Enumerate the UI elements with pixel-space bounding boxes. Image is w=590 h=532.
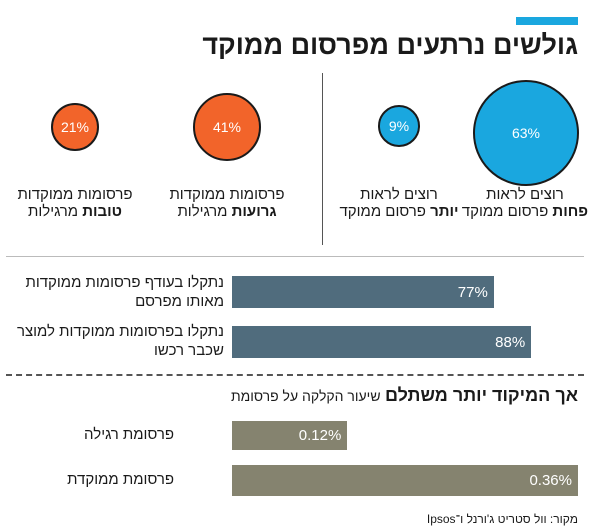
- chart-title: גולשים נרתעים מפרסום ממוקד: [202, 30, 578, 60]
- bubble-want-more: 9%: [378, 105, 420, 147]
- bar-value-label: 77%: [457, 283, 488, 301]
- dashed-divider: [6, 374, 584, 376]
- bar-value-label: 0.36%: [529, 472, 572, 489]
- lower-bar-1: 0.12%: [232, 421, 348, 450]
- bubble-want-less: 63%: [473, 80, 579, 186]
- upper-bar-2: 88%: [232, 326, 532, 358]
- bubble-value: 21%: [60, 119, 90, 135]
- bubble-better: 21%: [51, 103, 99, 151]
- bar-value-label: 0.12%: [298, 427, 342, 444]
- lower-bar-2: 0.36%: [232, 465, 578, 496]
- caption-better: פרסומות ממוקדות טובות מרגילות: [17, 186, 133, 220]
- section-divider: [6, 256, 584, 257]
- bar-value-label: 88%: [495, 333, 526, 351]
- bubble-worse: 41%: [193, 93, 261, 161]
- subhead-light: שיעור הקלקה על פרסומת: [230, 388, 381, 404]
- caption-want-more: רוצים לראות יותר פרסום ממוקד: [339, 186, 459, 220]
- bubble-value: 63%: [511, 125, 541, 141]
- bubble-value: 41%: [212, 119, 242, 135]
- upper-bar-1: 77%: [232, 276, 494, 308]
- source-note: מקור: וול סטריט ג'ורנל ו־Ipsos: [426, 512, 578, 526]
- caption-want-less: רוצים לראות פחות פרסום ממוקד: [461, 186, 588, 220]
- subhead-strong: אך המיקוד יותר משתלם: [385, 385, 578, 405]
- upper-bar-label-2: נתקלו בפרסומות ממוקדות למוצר שכבר רכשו: [16, 323, 224, 359]
- lower-bar-label-2: פרסומת ממוקדת: [67, 471, 174, 488]
- section-subhead: אך המיקוד יותר משתלם שיעור הקלקה על פרסו…: [231, 385, 578, 406]
- vertical-divider: [322, 73, 323, 245]
- accent-bar: [516, 17, 578, 25]
- bubble-value: 9%: [388, 118, 410, 134]
- caption-worse: פרסומות ממוקדות גרועות מרגילות: [169, 186, 285, 220]
- upper-bar-label-1: נתקלו בעודף פרסומות ממוקדות מאותו מפרסם: [25, 274, 224, 310]
- lower-bar-label-1: פרסומת רגילה: [84, 426, 174, 443]
